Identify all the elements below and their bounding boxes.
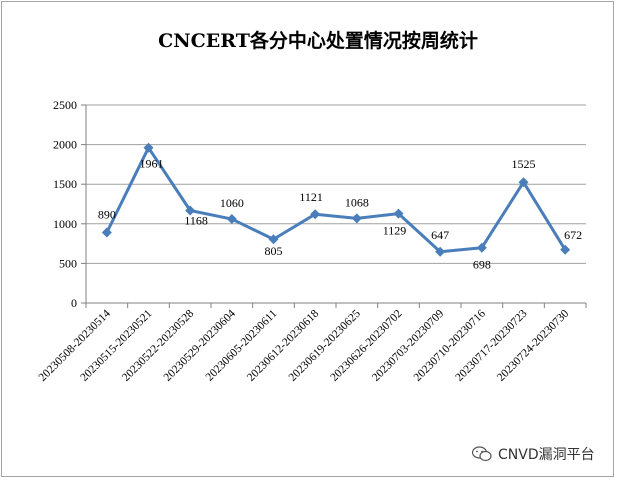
x-tick-label: 20230522-20230528 — [120, 307, 196, 383]
y-tick-label: 500 — [59, 256, 77, 270]
data-label: 1060 — [220, 196, 244, 210]
data-point — [226, 214, 237, 225]
data-point — [101, 227, 112, 238]
series-markers — [101, 142, 571, 257]
y-tick-label: 0 — [71, 296, 77, 310]
x-tick-label: 20230605-20230611 — [204, 307, 280, 383]
y-tick-label: 1000 — [53, 217, 77, 231]
wechat-icon — [472, 446, 492, 462]
data-point — [268, 234, 279, 245]
y-tick-label: 1500 — [53, 177, 77, 191]
data-label: 647 — [431, 228, 449, 242]
data-point — [351, 213, 362, 224]
series-line-path — [105, 146, 567, 254]
x-tick-label: 20230724-20230730 — [495, 307, 571, 383]
data-point — [560, 244, 571, 255]
data-label: 805 — [265, 244, 283, 258]
axes — [81, 104, 587, 308]
data-labels: 890 1961 1168 1060 805 1121 1068 1129 647 698 1525… — [98, 157, 582, 272]
x-tick-labels: 20230508-2023051420230515-20230521202305… — [37, 307, 572, 383]
data-label: 890 — [98, 208, 116, 222]
data-label: 1168 — [184, 213, 208, 227]
x-tick-label: 20230515-20230521 — [78, 307, 154, 383]
chart-title: CNCERT各分中心处置情况按周统计 — [158, 29, 478, 52]
y-tick-label: 2000 — [53, 138, 77, 152]
watermark-text: CNVD漏洞平台 — [498, 447, 595, 463]
data-point — [518, 177, 529, 188]
x-tick-label: 20230612-20230618 — [245, 307, 321, 383]
data-label: 698 — [473, 258, 491, 272]
series-line — [105, 146, 567, 254]
y-tick-labels: 0 500 1000 1500 2000 2500 — [53, 98, 77, 310]
data-point — [393, 208, 404, 219]
y-tick-label: 2500 — [53, 98, 77, 112]
data-point — [435, 246, 446, 257]
data-label: 1961 — [140, 157, 164, 171]
data-point — [476, 242, 487, 253]
data-label: 672 — [564, 228, 582, 242]
data-label: 1525 — [512, 157, 536, 171]
data-point — [185, 205, 196, 216]
watermark: CNVD漏洞平台 — [472, 444, 595, 464]
data-label: 1129 — [383, 224, 407, 238]
x-tick-label: 20230703-20230709 — [370, 307, 446, 383]
x-tick-label: 20230717-20230723 — [453, 307, 529, 383]
gridlines — [86, 104, 586, 264]
data-label: 1121 — [299, 190, 323, 204]
data-point — [143, 142, 154, 153]
x-tick-label: 20230710-20230716 — [412, 307, 488, 383]
x-tick-label: 20230619-20230625 — [287, 307, 363, 383]
x-tick-label: 20230529-20230604 — [162, 307, 238, 383]
x-tick-label: 20230508-20230514 — [37, 307, 113, 383]
data-label: 1068 — [345, 195, 369, 209]
data-point — [310, 209, 321, 220]
x-tick-label: 20230626-20230702 — [328, 307, 404, 383]
